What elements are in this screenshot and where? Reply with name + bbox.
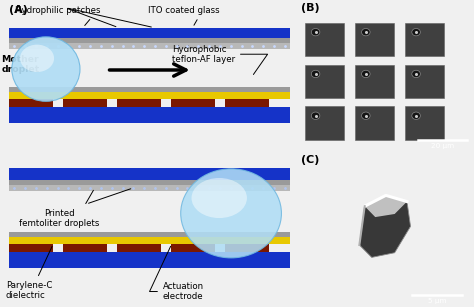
Bar [171, 99, 215, 107]
Text: (B): (B) [301, 3, 320, 13]
Polygon shape [359, 195, 410, 257]
Text: Hydrophilic patches: Hydrophilic patches [15, 6, 100, 25]
Bar [9, 28, 290, 38]
Bar [225, 244, 269, 252]
Bar [9, 99, 53, 107]
Text: 20 μm: 20 μm [431, 143, 454, 149]
Bar [63, 244, 107, 252]
Bar [117, 244, 161, 252]
Bar [117, 99, 161, 107]
Bar [9, 168, 290, 180]
Ellipse shape [20, 45, 54, 72]
Bar [405, 107, 444, 140]
Text: (C): (C) [301, 155, 319, 165]
Ellipse shape [412, 29, 420, 36]
Ellipse shape [311, 29, 320, 36]
Bar [9, 92, 290, 99]
Bar [9, 252, 290, 268]
Ellipse shape [412, 70, 420, 78]
Polygon shape [365, 195, 407, 217]
Bar [355, 64, 394, 98]
Bar [355, 23, 394, 56]
Bar [305, 64, 344, 98]
Text: Printed
femtoliter droplets: Printed femtoliter droplets [19, 190, 100, 228]
Bar [305, 23, 344, 56]
Bar [9, 38, 290, 43]
Bar [9, 237, 290, 244]
Bar [171, 244, 215, 252]
Ellipse shape [191, 178, 247, 218]
Text: Parylene-C
dielectric: Parylene-C dielectric [6, 246, 52, 300]
Ellipse shape [362, 112, 370, 119]
Bar [9, 180, 290, 185]
Bar [355, 107, 394, 140]
Bar [225, 99, 269, 107]
Bar [305, 107, 344, 140]
Ellipse shape [362, 70, 370, 78]
Ellipse shape [12, 37, 80, 101]
Ellipse shape [311, 70, 320, 78]
Bar [9, 107, 290, 123]
Bar [9, 89, 290, 92]
Text: ITO coated glass: ITO coated glass [148, 6, 220, 25]
Bar [9, 244, 53, 252]
Ellipse shape [412, 112, 420, 119]
Bar [405, 23, 444, 56]
Ellipse shape [362, 29, 370, 36]
Bar [9, 43, 290, 49]
Text: Hydrophobic
teflon-AF layer: Hydrophobic teflon-AF layer [172, 45, 268, 75]
Text: (A): (A) [9, 5, 28, 15]
Bar [63, 99, 107, 107]
Text: Mother
droplet: Mother droplet [1, 55, 40, 74]
Text: Actuation
electrode: Actuation electrode [150, 246, 204, 301]
Bar [9, 185, 290, 191]
Bar [9, 232, 290, 237]
Ellipse shape [311, 112, 320, 119]
Text: 5 μm: 5 μm [428, 298, 446, 304]
Bar [405, 64, 444, 98]
Bar [9, 87, 290, 92]
Ellipse shape [181, 169, 282, 258]
